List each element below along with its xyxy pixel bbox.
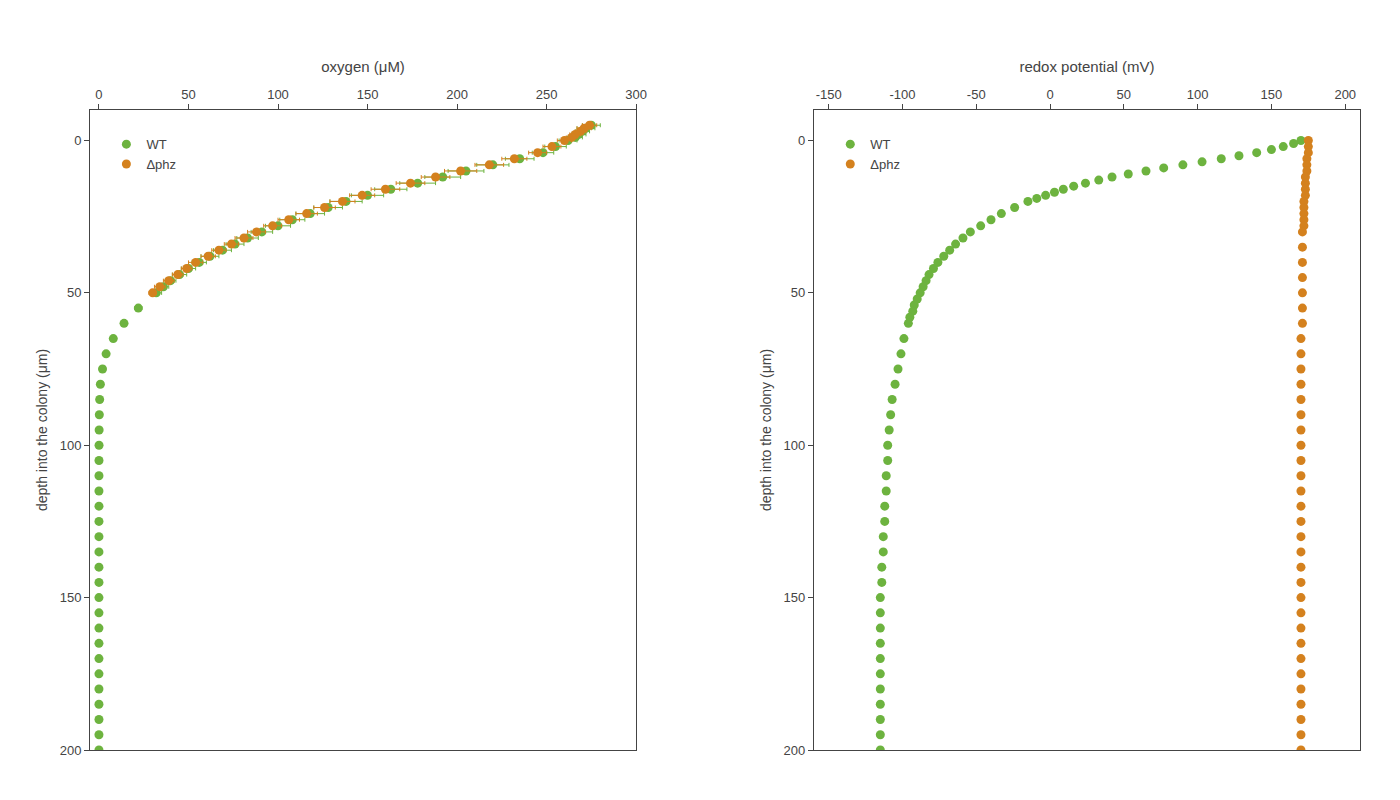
svg-text:Δphz: Δphz	[146, 157, 176, 172]
svg-text:50: 50	[791, 285, 805, 300]
svg-text:150: 150	[784, 590, 806, 605]
svg-text:depth into the colony (μm): depth into the colony (μm)	[34, 349, 50, 511]
svg-text:150: 150	[357, 87, 379, 102]
svg-text:-50: -50	[967, 87, 986, 102]
svg-text:0: 0	[95, 87, 102, 102]
svg-text:150: 150	[60, 590, 82, 605]
svg-text:0: 0	[74, 133, 81, 148]
svg-text:100: 100	[60, 438, 82, 453]
svg-text:0: 0	[798, 133, 805, 148]
svg-text:200: 200	[60, 743, 82, 758]
svg-text:50: 50	[1117, 87, 1131, 102]
svg-text:300: 300	[625, 87, 647, 102]
svg-text:-150: -150	[816, 87, 842, 102]
svg-text:50: 50	[67, 285, 81, 300]
svg-text:WT: WT	[870, 137, 890, 152]
svg-text:200: 200	[446, 87, 468, 102]
svg-text:100: 100	[267, 87, 289, 102]
svg-text:0: 0	[1046, 87, 1053, 102]
svg-text:200: 200	[784, 743, 806, 758]
svg-text:-100: -100	[889, 87, 915, 102]
svg-text:100: 100	[784, 438, 806, 453]
svg-text:200: 200	[1334, 87, 1356, 102]
svg-text:150: 150	[1261, 87, 1283, 102]
svg-text:250: 250	[536, 87, 558, 102]
svg-text:Δphz: Δphz	[870, 157, 900, 172]
svg-text:100: 100	[1187, 87, 1209, 102]
svg-text:oxygen (μM): oxygen (μM)	[321, 58, 405, 75]
svg-text:50: 50	[181, 87, 195, 102]
svg-text:redox potential (mV): redox potential (mV)	[1019, 58, 1154, 75]
svg-text:depth into the colony (μm): depth into the colony (μm)	[758, 349, 774, 511]
svg-text:WT: WT	[146, 137, 166, 152]
